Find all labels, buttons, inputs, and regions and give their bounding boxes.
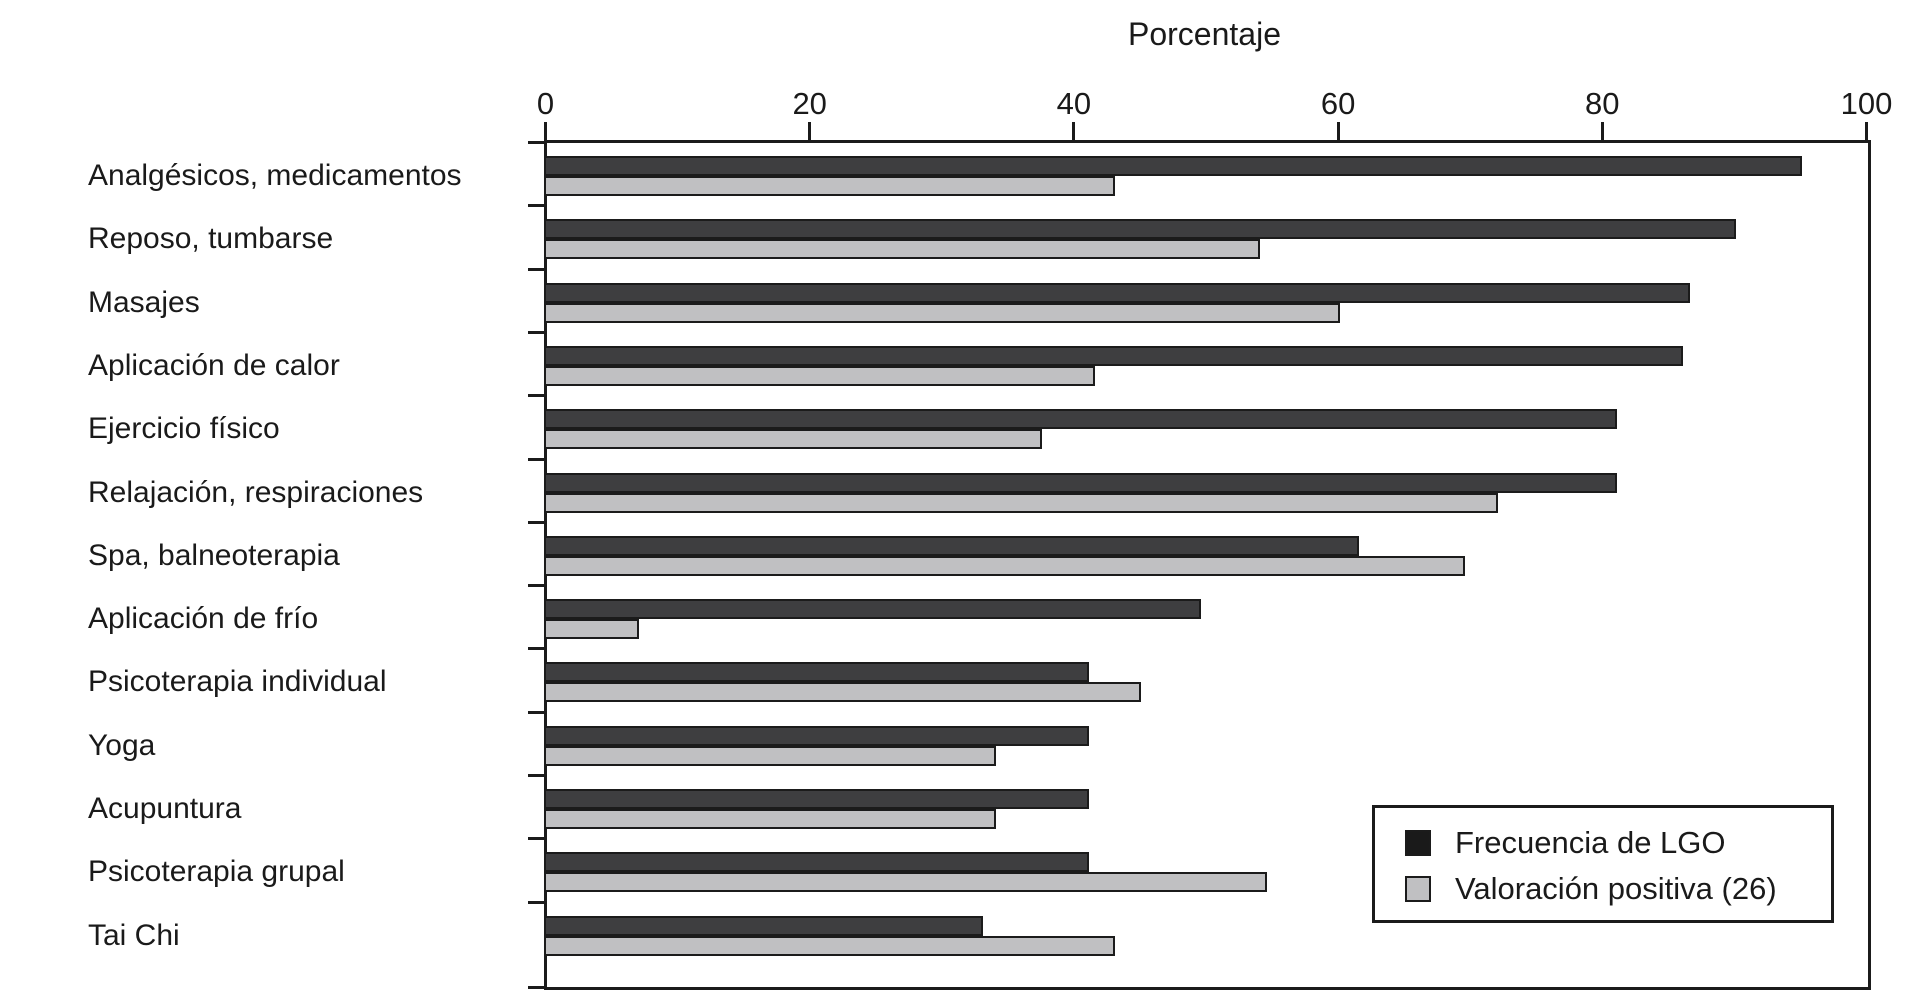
bar-frecuencia-de-lgo (544, 535, 1360, 556)
legend-item-label: Valoración positiva (26) (1455, 871, 1777, 906)
legend-item: Valoración positiva (26) (1405, 866, 1831, 912)
bar-valoracion-positiva (544, 176, 1116, 196)
chart-title: Porcentaje (1128, 16, 1281, 52)
bar-frecuencia-de-lgo (544, 789, 1089, 809)
category-label: Reposo, tumbarse (88, 222, 334, 256)
category-label: Analgésicos, medicamentos (88, 159, 462, 192)
legend-item-label: Frecuencia de LGO (1455, 825, 1726, 860)
legend-swatch (1405, 830, 1431, 856)
category-label: Spa, balneoterapia (88, 538, 340, 572)
category-label: Psicoterapia grupal (88, 855, 345, 889)
bar-frecuencia-de-lgo (544, 662, 1089, 683)
category-label: Psicoterapia individual (88, 665, 387, 699)
x-axis-tick-mark (1865, 122, 1868, 140)
bar-frecuencia-de-lgo (544, 345, 1684, 366)
bar-frecuencia-de-lgo (544, 472, 1617, 493)
legend-item: Frecuencia de LGO (1405, 820, 1831, 866)
x-axis-tick-mark (1336, 122, 1340, 140)
category-label: Aplicación de calor (88, 348, 340, 382)
bar-valoracion-positiva (544, 365, 1096, 386)
x-axis-tick-label: 40 (1056, 86, 1092, 121)
bar-valoracion-positiva (544, 935, 1116, 956)
bar-valoracion-positiva (544, 745, 997, 766)
category-boundary-tick (528, 837, 547, 841)
category-label: Aplicación de frío (88, 602, 319, 636)
bar-frecuencia-de-lgo (544, 219, 1736, 240)
category-boundary-tick (528, 457, 547, 461)
bar-frecuencia-de-lgo (544, 915, 983, 936)
category-label: Acupuntura (88, 792, 242, 825)
bar-valoracion-positiva (544, 492, 1499, 513)
bar-frecuencia-de-lgo (544, 156, 1802, 176)
bar-frecuencia-de-lgo (544, 725, 1089, 746)
category-label: Ejercicio físico (88, 412, 280, 446)
bar-valoracion-positiva (544, 872, 1267, 893)
x-axis-tick-label: 20 (792, 86, 827, 121)
bar-valoracion-positiva (544, 302, 1340, 323)
bar-valoracion-positiva (544, 619, 640, 640)
category-boundary-tick (528, 774, 547, 777)
category-boundary-tick (528, 204, 547, 208)
category-boundary-tick (528, 647, 547, 651)
bar-frecuencia-de-lgo (544, 282, 1690, 303)
x-axis-tick-label: 100 (1840, 86, 1893, 121)
legend: Frecuencia de LGO Valoración positiva (26… (1372, 805, 1834, 923)
bar-valoracion-positiva (544, 429, 1043, 450)
category-label: Masajes (88, 285, 200, 319)
bar-frecuencia-de-lgo (544, 409, 1617, 430)
legend-swatch (1405, 876, 1431, 902)
category-boundary-tick (528, 267, 547, 271)
category-boundary-tick (528, 710, 547, 714)
category-boundary-tick (528, 520, 547, 524)
x-axis-tick-mark (808, 122, 812, 140)
category-label: Relajación, respiraciones (88, 475, 424, 509)
category-label: Yoga (88, 728, 156, 762)
x-axis-tick-label: 80 (1585, 86, 1620, 121)
bar-frecuencia-de-lgo (544, 852, 1089, 873)
category-boundary-tick (528, 985, 547, 989)
bar-valoracion-positiva (544, 809, 997, 829)
category-boundary-tick (528, 141, 547, 144)
bar-valoracion-positiva (544, 239, 1261, 260)
bar-frecuencia-de-lgo (544, 599, 1201, 620)
category-boundary-tick (528, 900, 547, 904)
bar-valoracion-positiva (544, 682, 1142, 703)
bar-valoracion-positiva (544, 555, 1466, 576)
x-axis-tick-label: 0 (536, 86, 555, 121)
category-boundary-tick (528, 584, 547, 588)
category-label: Tai Chi (88, 918, 180, 952)
x-axis-tick-label: 60 (1320, 86, 1356, 121)
category-boundary-tick (528, 330, 547, 334)
x-axis-tick-mark (544, 122, 547, 140)
x-axis-tick-mark (1600, 122, 1604, 140)
x-axis-tick-mark (1072, 122, 1076, 140)
category-boundary-tick (528, 394, 547, 398)
